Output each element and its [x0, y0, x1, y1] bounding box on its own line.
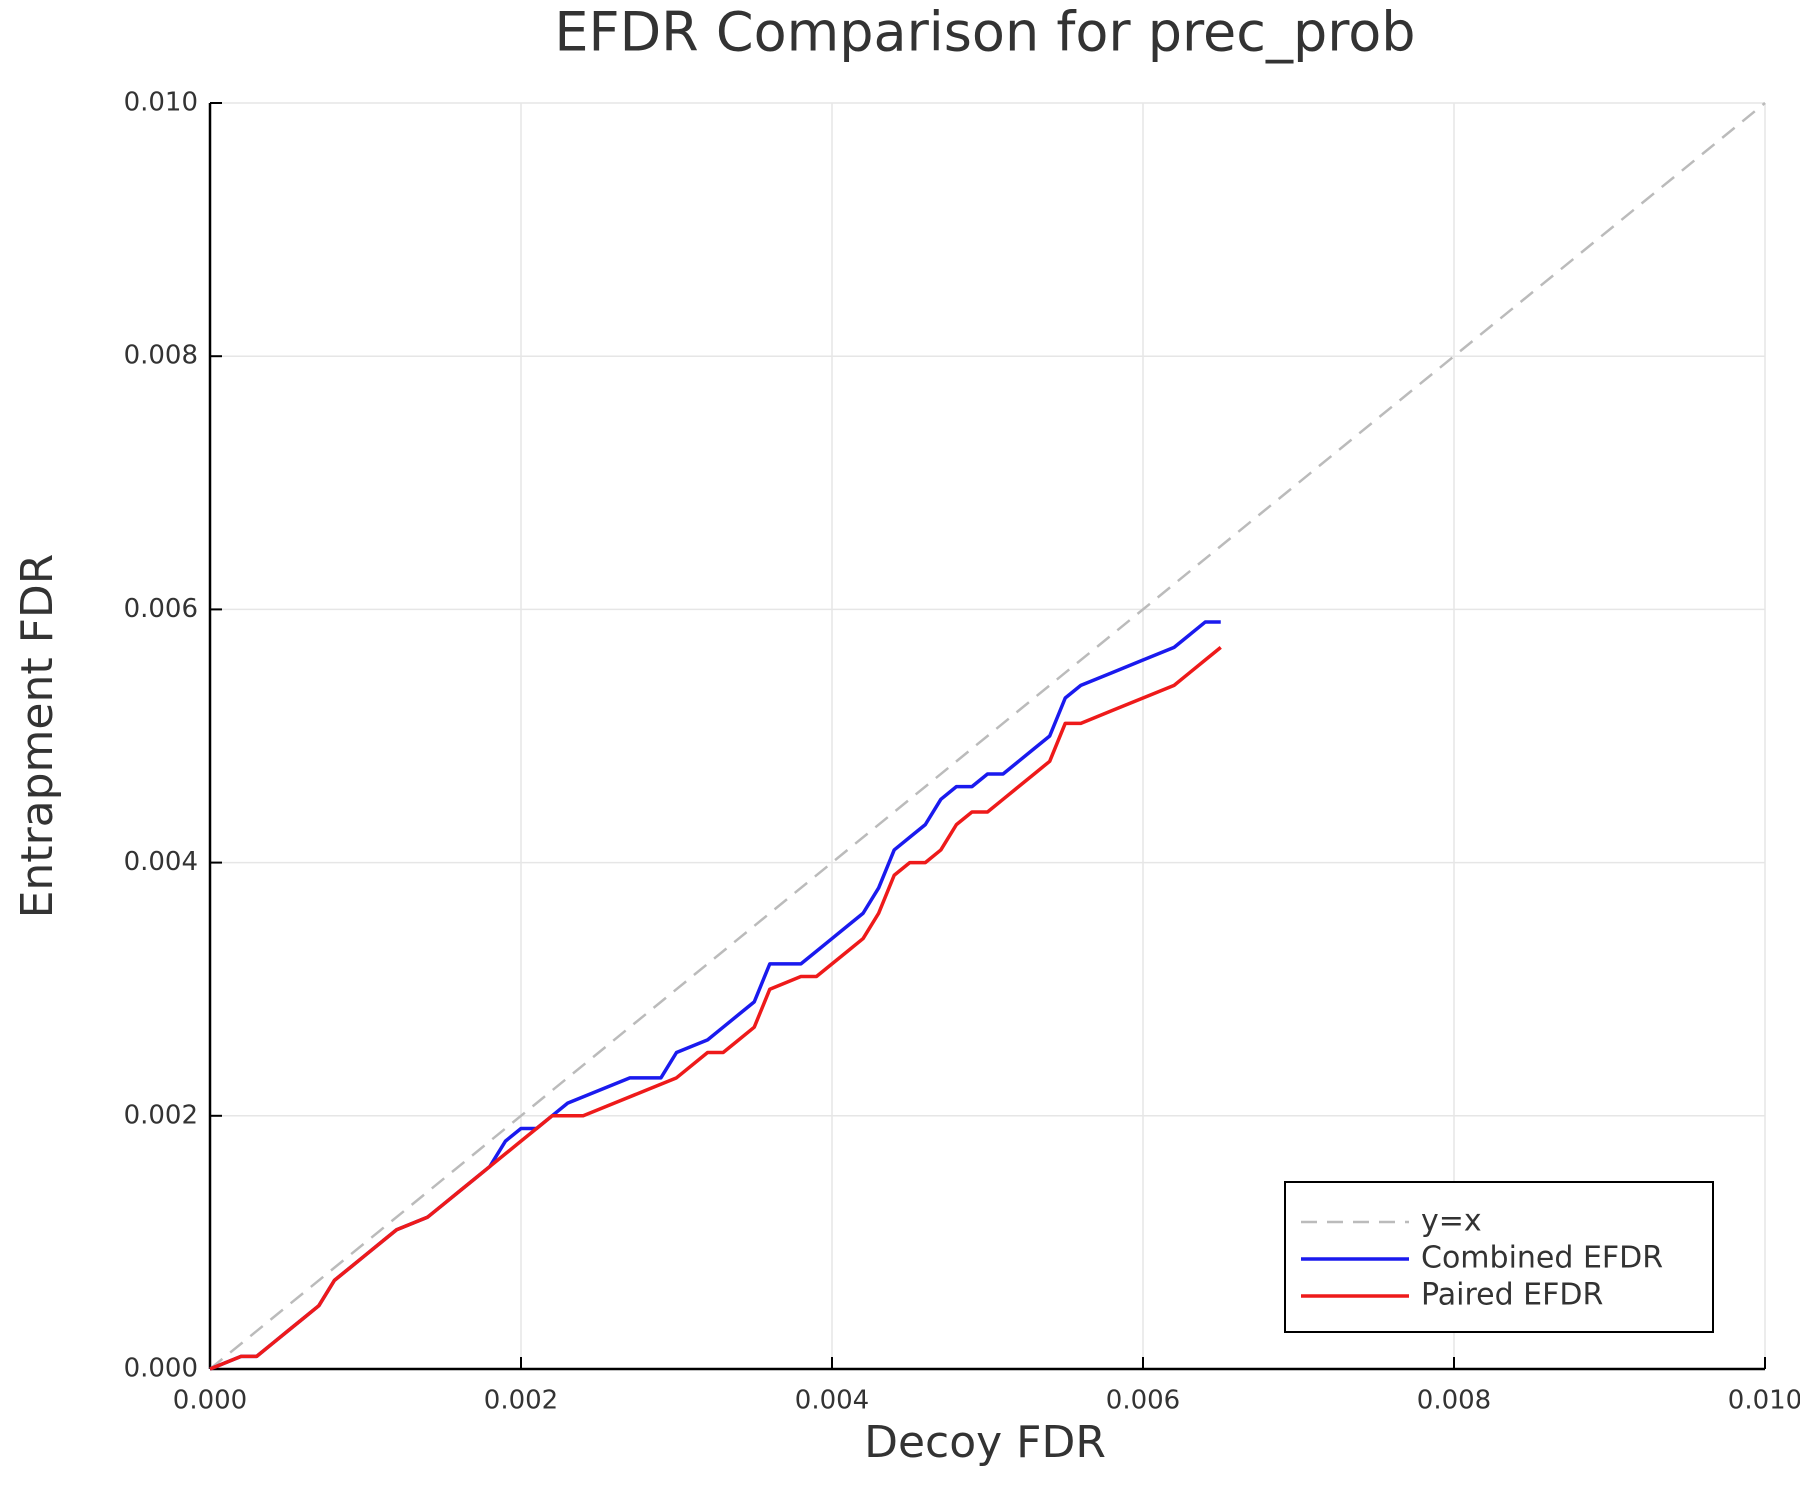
x-tick-label: 0.008 [1417, 1386, 1491, 1416]
y-tick-label: 0.008 [124, 341, 198, 371]
x-tick-label: 0.006 [1106, 1386, 1180, 1416]
y-tick-label: 0.000 [124, 1354, 198, 1384]
y-tick-label: 0.002 [124, 1100, 198, 1130]
legend-label: y=x [1421, 1204, 1482, 1239]
x-tick-label: 0.010 [1728, 1386, 1800, 1416]
y-axis-label: Entrapment FDR [12, 554, 63, 919]
y-tick-label: 0.004 [124, 847, 198, 877]
x-tick-label: 0.004 [795, 1386, 869, 1416]
legend-label: Paired EFDR [1421, 1278, 1603, 1313]
series-line [209, 646, 1222, 1371]
legend-box [1284, 1181, 1714, 1333]
y-tick-label: 0.006 [124, 594, 198, 624]
x-tick-label: 0.000 [173, 1386, 247, 1416]
legend-label: Combined EFDR [1421, 1241, 1663, 1276]
x-tick-label: 0.002 [484, 1386, 558, 1416]
y-tick-label: 0.010 [124, 88, 198, 118]
x-axis-label: Decoy FDR [864, 1417, 1106, 1468]
series-line [209, 102, 1766, 1370]
chart-title: EFDR Comparison for prec_prob [554, 1, 1415, 64]
